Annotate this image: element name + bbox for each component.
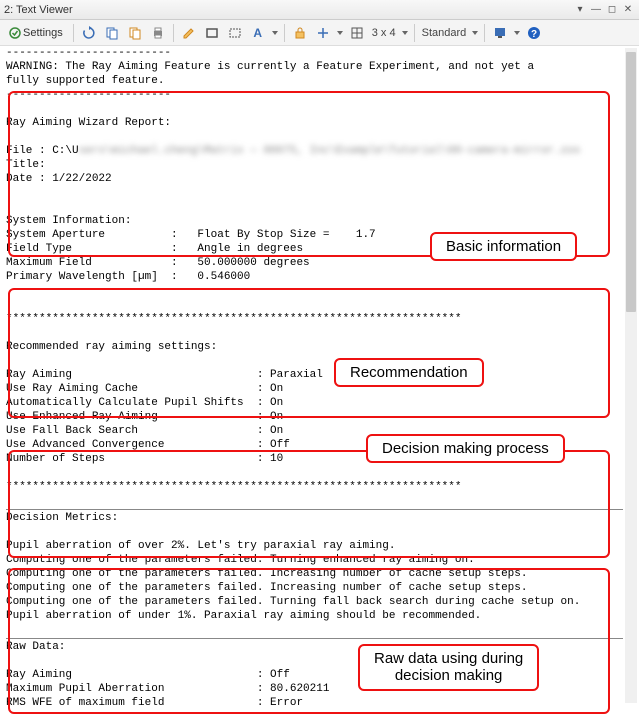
chevron-down-icon [472,31,478,35]
window-title: 2: Text Viewer [4,4,73,16]
grid-button[interactable] [347,23,367,43]
monitor-button[interactable] [490,23,510,43]
print-button[interactable] [148,23,168,43]
chevron-down-icon [402,31,408,35]
help-button[interactable]: ? [524,23,544,43]
maximize-button[interactable]: ◻ [605,4,619,16]
cross-icon [316,26,330,40]
scrollbar-track[interactable] [625,48,637,703]
report-text: ------------------------- WARNING: The R… [6,46,623,717]
copy-icon [105,26,119,40]
pencil-icon [182,26,196,40]
check-icon [9,27,21,39]
scrollbar-thumb[interactable] [626,52,636,312]
lock-button[interactable] [290,23,310,43]
cross-button[interactable] [313,23,333,43]
chevron-down-icon [337,31,343,35]
copy-orange-icon [128,26,142,40]
chevron-down-icon [272,31,278,35]
toolbar-separator [173,24,174,42]
toolbar-separator [414,24,415,42]
text-content-area: ------------------------- WARNING: The R… [6,46,623,717]
toolbar-separator [284,24,285,42]
dropdown-button[interactable]: ▾ [573,4,587,16]
minimize-button[interactable]: — [589,4,603,16]
rect-button[interactable] [202,23,222,43]
toolbar-separator [484,24,485,42]
toolbar-separator [73,24,74,42]
pencil-button[interactable] [179,23,199,43]
svg-text:?: ? [531,29,537,40]
copy-button-1[interactable] [102,23,122,43]
dropdown-arrow[interactable] [271,23,279,43]
window-titlebar: 2: Text Viewer ▾ — ◻ ✕ [0,0,639,20]
grid-icon [350,26,364,40]
standard-label: Standard [420,27,469,39]
dropdown-arrow[interactable] [336,23,344,43]
help-icon: ? [527,26,541,40]
refresh-icon [82,26,96,40]
print-icon [151,26,165,40]
dotted-rect-icon [228,26,242,40]
text-a-button[interactable]: A [248,23,268,43]
toolbar: Settings A 3 x 4 Standard ? [0,20,639,46]
monitor-icon [493,26,507,40]
dotted-rect-button[interactable] [225,23,245,43]
close-button[interactable]: ✕ [621,4,635,16]
grid-label: 3 x 4 [370,27,398,39]
settings-button[interactable]: Settings [4,23,68,43]
rect-icon [205,26,219,40]
dropdown-arrow[interactable] [513,23,521,43]
a-icon: A [253,26,262,40]
refresh-button[interactable] [79,23,99,43]
chevron-down-icon [514,31,520,35]
dropdown-arrow[interactable] [401,23,409,43]
settings-label: Settings [23,27,63,39]
lock-icon [293,26,307,40]
dropdown-arrow[interactable] [471,23,479,43]
copy-button-2[interactable] [125,23,145,43]
